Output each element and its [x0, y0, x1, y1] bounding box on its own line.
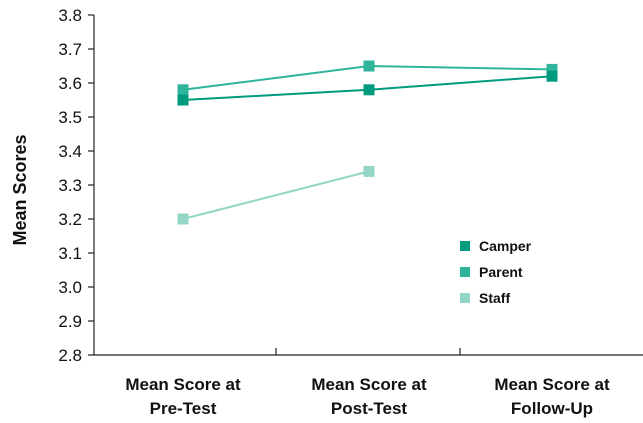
- data-point-camper: [546, 70, 558, 82]
- data-point-parent: [363, 60, 375, 72]
- series-line-staff: [182, 170, 370, 220]
- y-axis-title: Mean Scores: [10, 134, 30, 245]
- data-point-parent: [546, 63, 558, 75]
- data-point-camper: [363, 84, 375, 96]
- y-ticks: 3.8 3.7 3.6 3.5 3.4 3.3 3.2 3.1 3.0 2.9 2.8: [58, 6, 94, 365]
- y-tick-label: 3.3: [58, 176, 82, 195]
- data-point-staff: [177, 213, 189, 225]
- legend: Camper Parent Staff: [460, 238, 532, 306]
- legend-swatch-camper: [460, 241, 470, 251]
- x-category-label: Follow-Up: [511, 399, 593, 418]
- x-category-label: Mean Score at: [311, 375, 427, 394]
- series-markers: [177, 60, 558, 225]
- x-category-label: Mean Score at: [494, 375, 610, 394]
- legend-swatch-staff: [460, 293, 470, 303]
- y-tick-label: 3.2: [58, 210, 82, 229]
- x-ticks: Mean Score at Pre-Test Mean Score at Post-T…: [125, 348, 610, 418]
- data-point-staff: [363, 165, 375, 177]
- y-tick-label: 3.6: [58, 74, 82, 93]
- legend-label-staff: Staff: [479, 290, 510, 306]
- y-tick-label: 2.9: [58, 312, 82, 331]
- y-tick-label: 3.7: [58, 40, 82, 59]
- x-category-label: Pre-Test: [150, 399, 217, 418]
- y-tick-label: 3.4: [58, 142, 82, 161]
- y-tick-label: 3.5: [58, 108, 82, 127]
- x-category-label: Post-Test: [331, 399, 408, 418]
- data-point-parent: [177, 84, 189, 96]
- y-tick-label: 3.1: [58, 244, 82, 263]
- y-tick-label: 2.8: [58, 346, 82, 365]
- legend-label-camper: Camper: [479, 238, 532, 254]
- y-tick-label: 3.8: [58, 6, 82, 25]
- y-tick-label: 3.0: [58, 278, 82, 297]
- legend-swatch-parent: [460, 267, 470, 277]
- x-category-label: Mean Score at: [125, 375, 241, 394]
- legend-label-parent: Parent: [479, 264, 523, 280]
- data-point-camper: [177, 94, 189, 106]
